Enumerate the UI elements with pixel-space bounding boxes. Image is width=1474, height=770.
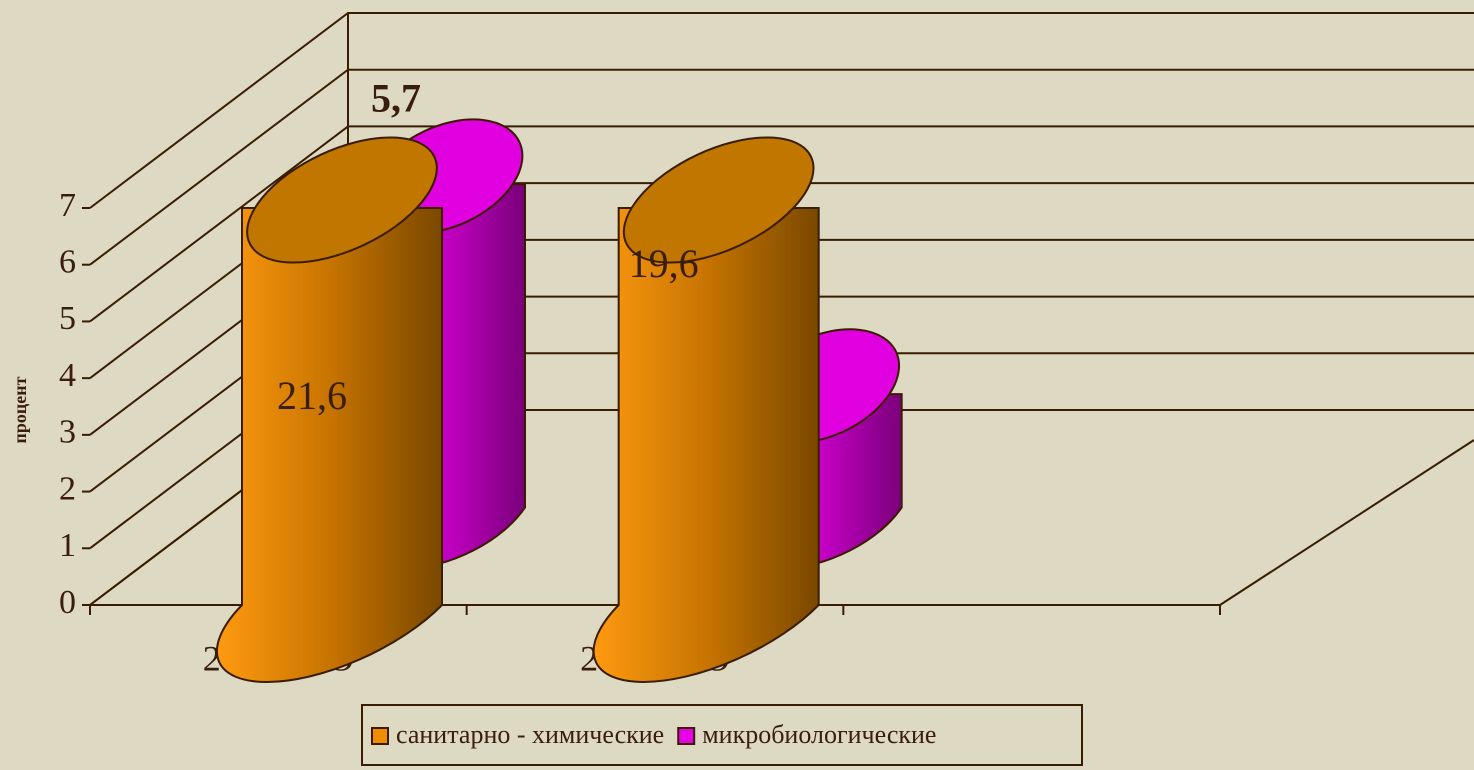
y-tick-label: 4 [59,357,76,394]
legend-label: микробиологические [702,720,936,749]
floor-edge [1219,439,1474,606]
y-axis-label: процент [10,376,30,443]
y-tick-label: 7 [59,187,76,224]
y-tick-label: 5 [59,300,76,337]
bar-top [246,136,438,264]
grid-line [89,125,1474,323]
y-tick-label: 1 [59,527,76,564]
legend-swatch [371,727,389,745]
legend-label: санитарно - химические [396,720,664,749]
y-tick-label: 6 [59,244,76,281]
y-tick-label: 2 [59,470,76,507]
y-tick-label: 3 [59,414,76,451]
grid-line [89,68,1474,266]
bar [592,136,820,684]
grid-line [89,12,1474,209]
bar-body [215,207,443,684]
bar [215,136,443,684]
data-label: 21,6 [277,373,347,418]
y-tick-label: 0 [59,584,76,621]
bar-top [622,136,815,264]
legend [361,704,1083,766]
data-label: 19,6 [629,241,699,286]
bar-body [592,207,820,684]
data-label: 5,7 [371,75,421,120]
legend-swatch [677,727,696,745]
